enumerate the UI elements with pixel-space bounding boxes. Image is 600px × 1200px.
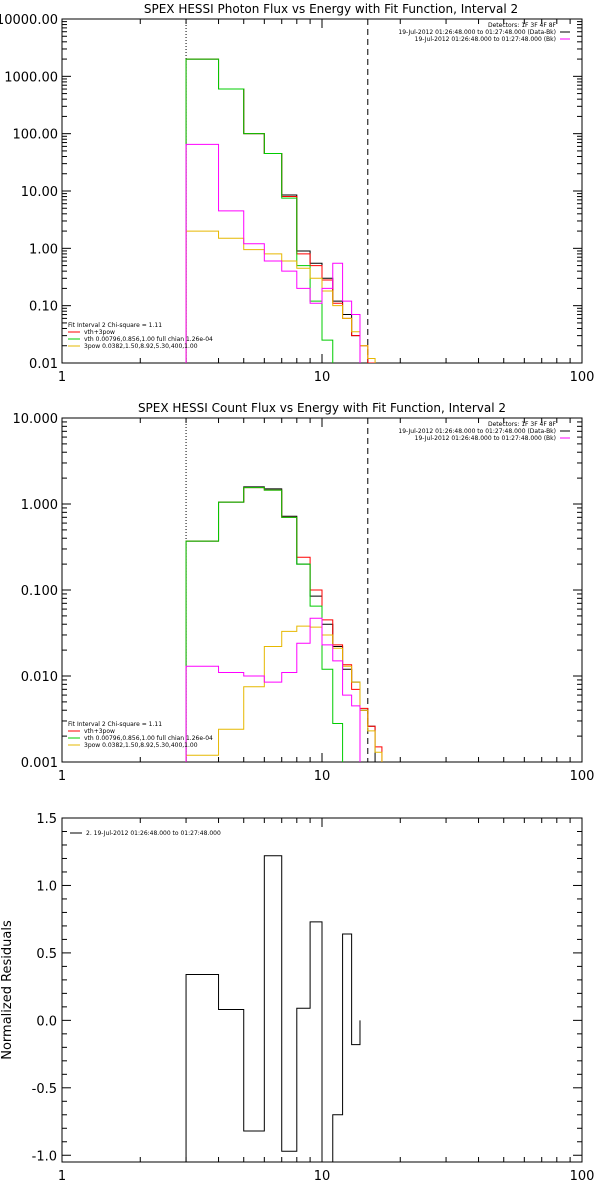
photon-flux-series [185, 58, 376, 363]
count-flux-y-tick-label: 0.100 [21, 584, 58, 599]
count-flux-series-vth-3pow [185, 487, 383, 762]
residuals-y-tick-label: 0.0 [36, 1014, 57, 1029]
photon-flux-x-tick-label: 100 [570, 370, 595, 385]
residuals-x-tick-label: 1 [58, 1169, 66, 1184]
photon-flux-y-tick-label: 100.00 [13, 128, 59, 143]
photon-flux-x-tick-label: 10 [314, 370, 331, 385]
photon-flux-legend-bottom-text: Fit Interval 2 Chi-square = 1.11 [68, 322, 162, 329]
photon-flux-legend-bottom-text: 3pow 0.0382,1.50,8.92,5.30,400,1.00 [84, 343, 198, 350]
residuals-legend: 2. 19-Jul-2012 01:26:48.000 to 01:27:48.… [70, 830, 221, 837]
residuals-x-tick-label: 10 [314, 1169, 331, 1184]
count-flux-legend-top-text: Detectors: 1F 3F 4F 8F [488, 421, 557, 428]
residuals-axes: 1 10 100 -1.0 -0.5 0.0 0.5 1.0 1.5 [32, 812, 595, 1184]
count-flux-y-tick-label: 0.001 [21, 756, 58, 771]
count-flux-series-data-bk [185, 486, 376, 762]
count-flux-legend-bottom-text: 3pow 0.0382,1.50,8.92,5.30,400,1.00 [84, 742, 198, 749]
count-flux-y-tick-label: 0.010 [21, 670, 58, 685]
count-flux-legend-top-text: 19-Jul-2012 01:26:48.000 to 01:27:48.000… [398, 428, 556, 435]
count-flux-series-3pow [185, 625, 383, 762]
photon-flux-legend-top-text: 19-Jul-2012 01:26:48.000 to 01:27:48.000… [415, 36, 556, 43]
count-flux-x-tick-label: 100 [570, 769, 595, 784]
residuals-y-tick-label: -0.5 [32, 1082, 57, 1097]
photon-flux-series-vth [185, 58, 334, 363]
count-flux-series-vth [185, 487, 344, 762]
photon-flux-series-vth-3pow [185, 58, 376, 363]
residuals-y-tick-label: -1.0 [32, 1149, 57, 1164]
photon-flux-legend-top-text: 19-Jul-2012 01:26:48.000 to 01:27:48.000… [398, 29, 556, 36]
count-flux-panel: SPEX HESSI Count Flux vs Energy with Fit… [13, 401, 595, 784]
count-flux-legend-bottom-text: vth+3pow [84, 728, 115, 735]
photon-flux-legend-bottom-text: vth 0.00796,0.856,1.00 full chian 1.26e-… [84, 336, 213, 343]
residuals-y-tick-label: 1.0 [36, 879, 57, 894]
count-flux-axes: 1 10 100 0.001 0.010 0.100 1.000 10.000 [13, 412, 595, 784]
photon-flux-y-tick-label: 10.00 [21, 185, 58, 200]
photon-flux-y-tick-label: 1.00 [29, 242, 58, 257]
count-flux-y-tick-label: 10.000 [13, 412, 59, 427]
residuals-y-tick-label: 1.5 [36, 812, 57, 827]
count-flux-series-bk [185, 617, 361, 762]
residuals-panel: Normalized Residuals 1 10 100 -1.0 -0.5 0.0 0.… [0, 812, 594, 1184]
count-flux-legend-bottom-text: Fit Interval 2 Chi-square = 1.11 [68, 721, 162, 728]
count-flux-legend-top-text: 19-Jul-2012 01:26:48.000 to 01:27:48.000… [415, 435, 556, 442]
count-flux-title: SPEX HESSI Count Flux vs Energy with Fit… [138, 401, 506, 415]
photon-flux-series-3pow [185, 230, 376, 363]
residuals-y-axis-label: Normalized Residuals [0, 920, 15, 1060]
residuals-series [185, 855, 361, 1162]
count-flux-legend-bottom-text: vth 0.00796,0.856,1.00 full chian 1.26e-… [84, 735, 213, 742]
photon-flux-legend-top-text: Detectors: 1F 3F 4F 8F [488, 22, 557, 29]
photon-flux-y-tick-label: 1000.00 [4, 70, 58, 85]
count-flux-series [185, 486, 383, 762]
residuals-x-tick-label: 100 [570, 1169, 595, 1184]
photon-flux-panel: SPEX HESSI Photon Flux vs Energy with Fi… [0, 2, 594, 385]
photon-flux-series-data-bk [185, 58, 361, 363]
residuals-y-tick-label: 0.5 [36, 947, 57, 962]
photon-flux-y-tick-label: 0.10 [29, 300, 58, 315]
count-flux-x-tick-label: 1 [58, 769, 66, 784]
photon-flux-y-tick-label: 10000.00 [0, 13, 58, 28]
photon-flux-y-tick-label: 0.01 [29, 357, 58, 372]
count-flux-x-tick-label: 10 [314, 769, 331, 784]
photon-flux-series-bk [185, 143, 361, 363]
residuals-legend-text: 2. 19-Jul-2012 01:26:48.000 to 01:27:48.… [86, 830, 221, 837]
photon-flux-title: SPEX HESSI Photon Flux vs Energy with Fi… [144, 2, 518, 16]
photon-flux-legend-bottom-text: vth+3pow [84, 329, 115, 336]
count-flux-y-tick-label: 1.000 [21, 498, 58, 513]
residuals-series-2-19-jul-2012-01-26-48-000-to-01-27-48-000 [185, 855, 361, 1162]
photon-flux-x-tick-label: 1 [58, 370, 66, 385]
